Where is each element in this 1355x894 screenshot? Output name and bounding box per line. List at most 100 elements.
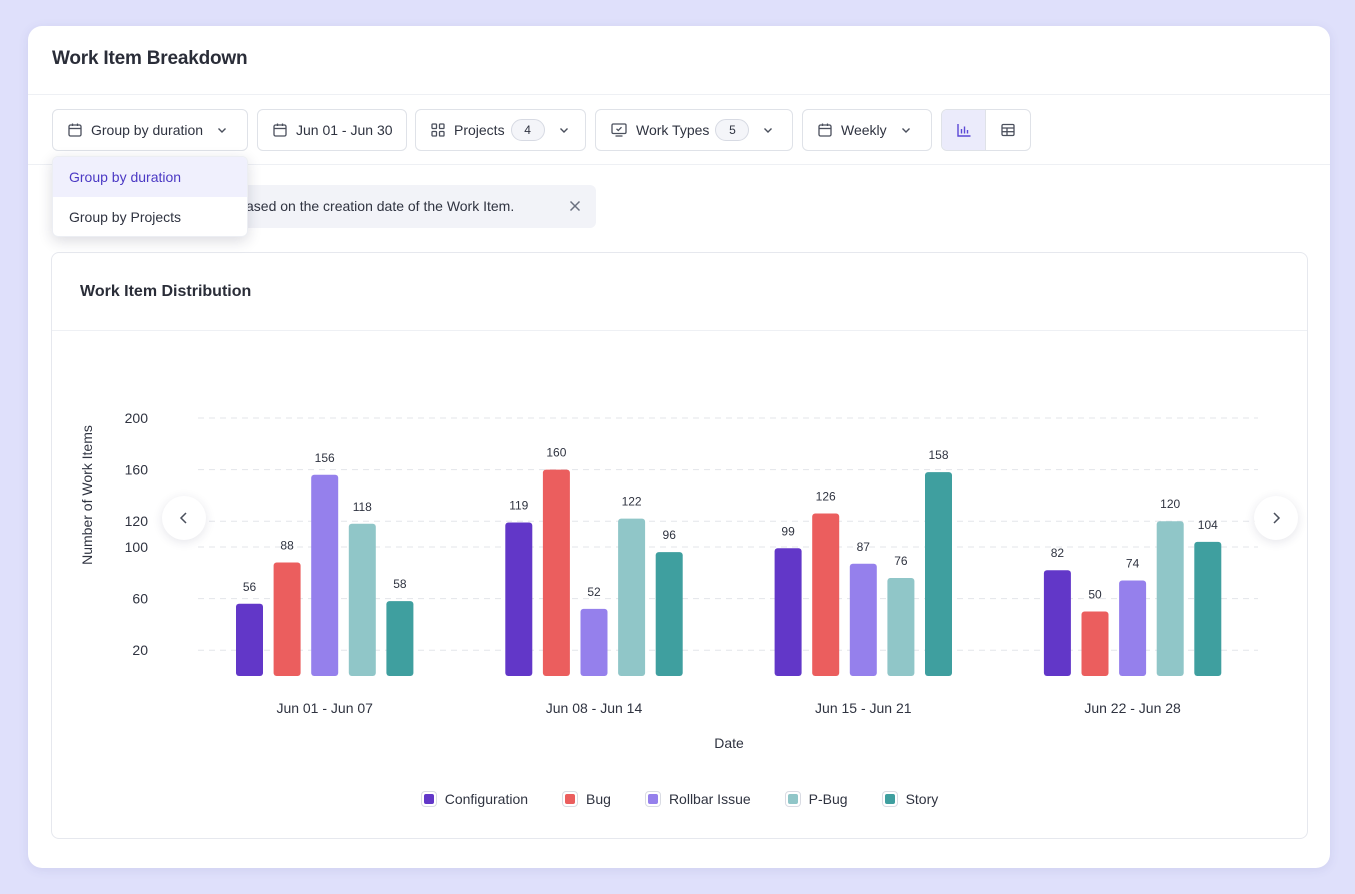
group-by-dropdown: Group by duration Group by Projects	[52, 156, 248, 237]
monitor-check-icon	[611, 123, 627, 137]
bar	[849, 563, 877, 676]
bar-value-label: 99	[781, 524, 795, 538]
legend-item[interactable]: Story	[881, 791, 939, 807]
y-tick-label: 120	[125, 513, 149, 529]
chevron-down-icon	[559, 128, 568, 133]
bar-value-label: 120	[1160, 497, 1180, 511]
bar	[655, 552, 683, 676]
bar-value-label: 119	[509, 498, 528, 512]
x-tick-label: Jun 15 - Jun 21	[815, 700, 912, 716]
work-types-label: Work Types	[636, 122, 710, 138]
bar	[1194, 541, 1222, 676]
chart-view-button[interactable]	[942, 110, 987, 150]
bar	[774, 548, 802, 676]
bar	[236, 603, 263, 676]
bar-value-label: 88	[280, 538, 294, 552]
bar-value-label: 56	[243, 580, 257, 594]
header-divider	[28, 94, 1330, 95]
dropdown-option-group-by-projects[interactable]: Group by Projects	[69, 209, 182, 225]
legend-label: Rollbar Issue	[668, 791, 751, 807]
bar-value-label: 156	[315, 451, 335, 465]
x-tick-label: Jun 22 - Jun 28	[1084, 700, 1181, 716]
interval-select[interactable]: Weekly	[802, 109, 932, 151]
legend-label: P-Bug	[808, 791, 848, 807]
y-tick-label: 100	[125, 539, 149, 555]
bar-chart-icon	[956, 124, 970, 137]
bar	[1156, 521, 1184, 676]
work-item-breakdown-card: Work Item Breakdown Group by duration Ju…	[28, 26, 1330, 868]
projects-count-badge: 4	[510, 119, 545, 141]
legend-label: Story	[905, 791, 939, 807]
chart-header-divider	[52, 330, 1307, 331]
legend-swatch	[784, 791, 801, 807]
date-range-label: Jun 01 - Jun 30	[296, 122, 393, 138]
legend-item[interactable]: Configuration	[420, 791, 528, 807]
bar-value-label: 50	[1088, 588, 1102, 602]
bar	[1081, 611, 1109, 676]
legend-label: Bug	[586, 791, 611, 807]
bar	[812, 513, 840, 676]
bar	[618, 518, 646, 676]
bar-value-label: 52	[587, 585, 601, 599]
bar-value-label: 58	[393, 577, 407, 591]
projects-label: Projects	[454, 122, 505, 138]
table-icon	[1001, 123, 1015, 137]
legend-swatch	[562, 791, 579, 807]
bar	[273, 562, 301, 676]
bar	[311, 474, 339, 676]
bar	[887, 577, 915, 676]
chevron-right-icon	[1273, 512, 1281, 524]
chart-title: Work Item Distribution	[80, 283, 252, 300]
bar	[348, 523, 376, 676]
bar-value-label: 96	[663, 528, 677, 542]
y-tick-label: 20	[132, 642, 148, 658]
x-axis-label: Date	[714, 735, 744, 751]
chart-next-button[interactable]	[1254, 496, 1298, 540]
calendar-icon	[68, 123, 82, 137]
dropdown-option-group-by-duration[interactable]: Group by duration	[53, 157, 247, 197]
chart-legend: Configuration Bug Rollbar Issue P-Bug Story	[52, 791, 1307, 807]
group-by-select[interactable]: Group by duration	[52, 109, 248, 151]
date-range-button[interactable]: Jun 01 - Jun 30	[257, 109, 407, 151]
work-item-distribution-card: Work Item Distribution 20 60 100 120 160 200 N…	[51, 252, 1308, 839]
chevron-down-icon	[218, 128, 227, 133]
chart-prev-button[interactable]	[162, 496, 206, 540]
calendar-icon	[818, 123, 832, 137]
legend-item[interactable]: Bug	[562, 791, 611, 807]
legend-item[interactable]: P-Bug	[784, 791, 848, 807]
x-tick-label: Jun 08 - Jun 14	[546, 700, 643, 716]
page-title: Work Item Breakdown	[52, 48, 248, 69]
bar-value-label: 122	[622, 495, 642, 509]
bar-value-label: 76	[894, 554, 908, 568]
close-icon[interactable]	[568, 199, 582, 216]
bar	[925, 472, 952, 676]
bar-value-label: 160	[546, 446, 566, 460]
bar	[1043, 570, 1071, 676]
group-by-label: Group by duration	[91, 122, 204, 138]
work-types-filter[interactable]: Work Types 5	[595, 109, 793, 151]
bar	[1119, 580, 1147, 676]
bar-value-label: 118	[353, 500, 372, 514]
bar	[386, 601, 414, 676]
legend-swatch	[644, 791, 661, 807]
chevron-left-icon	[179, 512, 187, 524]
bar-value-label: 87	[857, 540, 871, 554]
bar-value-label: 126	[816, 489, 836, 503]
x-tick-label: Jun 01 - Jun 07	[276, 700, 373, 716]
calendar-icon	[273, 123, 287, 137]
table-view-button[interactable]	[986, 110, 1030, 150]
y-tick-label: 200	[125, 410, 149, 426]
y-tick-label: 60	[132, 591, 148, 607]
y-axis-label: Number of Work Items	[79, 425, 95, 565]
toolbar-divider	[28, 164, 1330, 165]
bar-value-label: 104	[1198, 518, 1218, 532]
bar-value-label: 82	[1051, 546, 1065, 560]
legend-item[interactable]: Rollbar Issue	[644, 791, 751, 807]
projects-filter[interactable]: Projects 4	[415, 109, 586, 151]
bar-value-label: 158	[928, 448, 948, 462]
interval-label: Weekly	[841, 122, 887, 138]
work-types-count-badge: 5	[715, 119, 750, 141]
legend-swatch	[420, 791, 437, 807]
grid-icon	[431, 123, 445, 137]
bar	[542, 469, 570, 676]
